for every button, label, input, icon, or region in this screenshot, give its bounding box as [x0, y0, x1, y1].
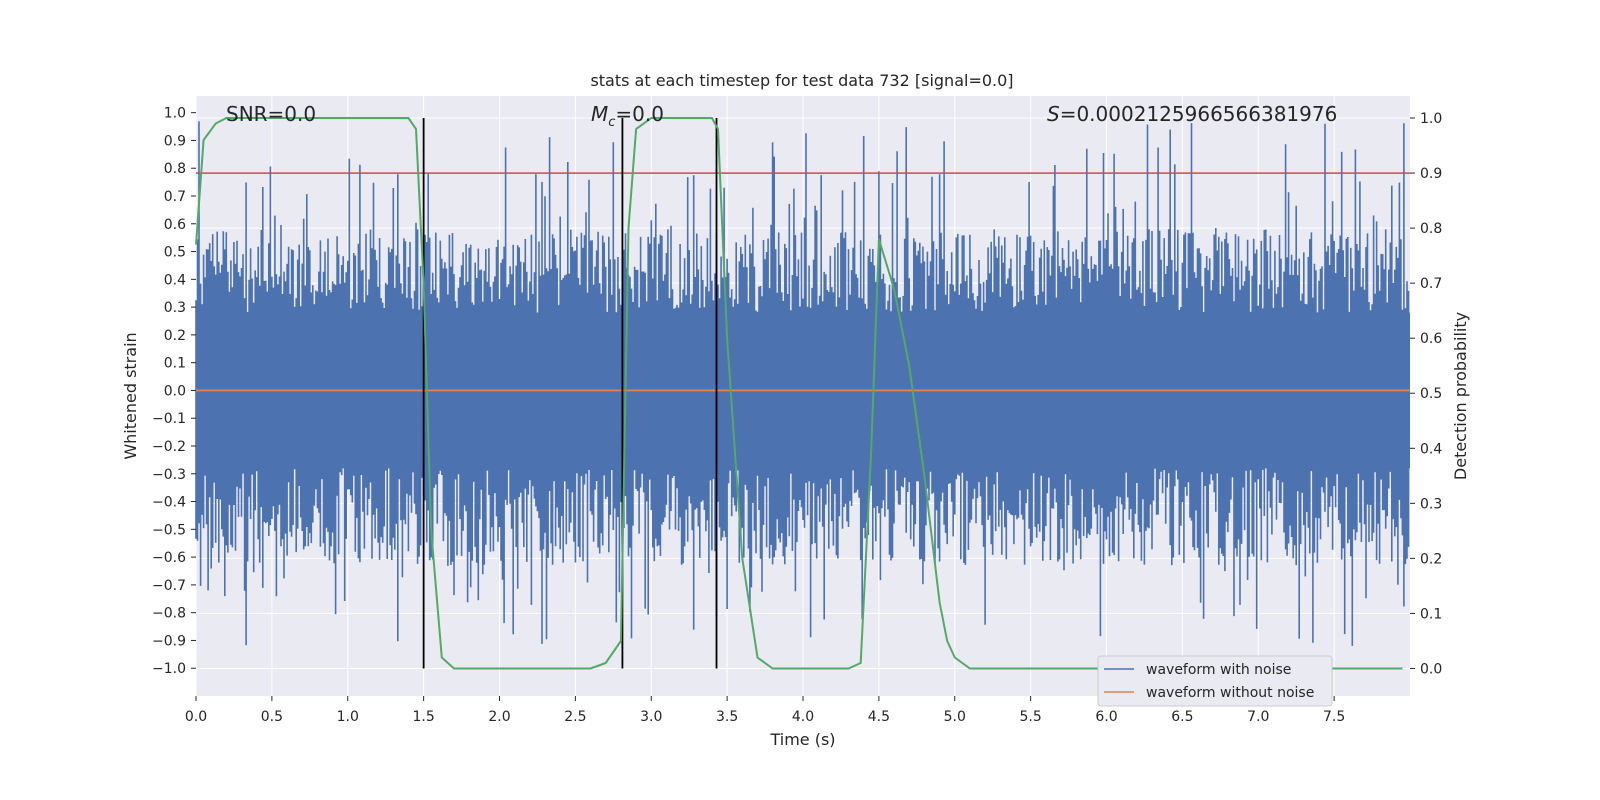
y-tick-label: 0.8 — [164, 161, 186, 177]
y-axis-label: Whitened strain — [121, 332, 140, 459]
left-axis-ticks: 1.0 0.9 0.8 0.7 0.6 0.5 0.4 0.3 0.2 0.1 0.0 −0.1 −0.… — [152, 106, 196, 677]
y2-tick-label: 0.2 — [1420, 551, 1442, 567]
y-tick-label: 0.9 — [164, 133, 186, 149]
x-tick-label: 2.0 — [488, 709, 510, 725]
y-tick-label: 0.6 — [164, 217, 186, 233]
x-tick-label: 7.0 — [1247, 709, 1269, 725]
x-tick-label: 2.5 — [564, 709, 586, 725]
y2-tick-label: 1.0 — [1420, 111, 1442, 127]
s-annotation: S=0.0002125966566381976 — [1047, 102, 1337, 126]
y-tick-label: −0.3 — [152, 467, 186, 483]
y-tick-label: −1.0 — [152, 661, 186, 677]
x-tick-label: 4.0 — [792, 709, 814, 725]
y-tick-label: −0.1 — [152, 411, 186, 427]
x-axis-label: Time (s) — [769, 730, 835, 749]
y-tick-label: −0.7 — [152, 578, 186, 594]
x-tick-label: 7.5 — [1323, 709, 1345, 725]
y2-tick-label: 0.5 — [1420, 386, 1442, 402]
y2-tick-label: 0.7 — [1420, 276, 1442, 292]
legend-label-noisy: waveform with noise — [1146, 662, 1291, 678]
y-tick-label: 0.5 — [164, 245, 186, 261]
y-tick-label: −0.2 — [152, 439, 186, 455]
legend: waveform with noise waveform without noi… — [1097, 655, 1333, 707]
y-tick-label: −0.4 — [152, 495, 186, 511]
x-tick-label: 5.5 — [1019, 709, 1041, 725]
y-tick-label: 0.2 — [164, 328, 186, 344]
x-tick-label: 0.0 — [185, 709, 207, 725]
x-tick-label: 6.5 — [1171, 709, 1193, 725]
x-axis-ticks: 0.0 0.5 1.0 1.5 2.0 2.5 3.0 3.5 4.0 4.5 5.0 5.5 6.0 6… — [185, 696, 1345, 725]
y2-tick-label: 0.0 — [1420, 661, 1442, 677]
y-tick-label: 0.3 — [164, 300, 186, 316]
mc-subscript: c — [608, 115, 615, 130]
x-tick-label: 1.5 — [412, 709, 434, 725]
y2-tick-label: 0.1 — [1420, 606, 1442, 622]
y-tick-label: 1.0 — [164, 106, 186, 122]
y-tick-label: −0.8 — [152, 606, 186, 622]
legend-label-clean: waveform without noise — [1146, 685, 1314, 701]
y2-tick-label: 0.4 — [1420, 441, 1442, 457]
legend-box — [1097, 655, 1333, 707]
x-tick-label: 3.0 — [640, 709, 662, 725]
y2-tick-label: 0.9 — [1420, 166, 1442, 182]
y2-tick-label: 0.6 — [1420, 331, 1442, 347]
y-tick-label: 0.4 — [164, 272, 186, 288]
mc-annotation: Mc=0.0 — [591, 102, 664, 130]
x-tick-label: 0.5 — [261, 709, 283, 725]
x-tick-label: 5.0 — [944, 709, 966, 725]
s-value: =0.0002125966566381976 — [1060, 102, 1338, 126]
y2-tick-label: 0.3 — [1420, 496, 1442, 512]
x-tick-label: 4.5 — [868, 709, 890, 725]
s-symbol: S — [1047, 102, 1060, 126]
x-tick-label: 6.0 — [1095, 709, 1117, 725]
detection-probability-line — [195, 117, 1403, 670]
y2-axis-label: Detection probability — [1451, 312, 1470, 480]
y-tick-label: −0.9 — [152, 633, 186, 649]
snr-annotation: SNR=0.0 — [226, 102, 316, 126]
y-tick-label: 0.0 — [164, 383, 186, 399]
noise-strokes — [195, 121, 1410, 646]
chart-title: stats at each timestep for test data 732… — [590, 71, 1013, 90]
x-tick-label: 3.5 — [716, 709, 738, 725]
mc-value: =0.0 — [615, 102, 664, 126]
y-tick-label: −0.6 — [152, 550, 186, 566]
right-axis-ticks: 1.0 0.9 0.8 0.7 0.6 0.5 0.4 0.3 0.2 0.1 0.0 — [1410, 111, 1442, 677]
y-tick-label: 0.1 — [164, 356, 186, 372]
y2-tick-label: 0.8 — [1420, 221, 1442, 237]
y-tick-label: 0.7 — [164, 189, 186, 205]
x-tick-label: 1.0 — [337, 709, 359, 725]
y-tick-label: −0.5 — [152, 522, 186, 538]
mc-symbol: M — [591, 102, 608, 126]
